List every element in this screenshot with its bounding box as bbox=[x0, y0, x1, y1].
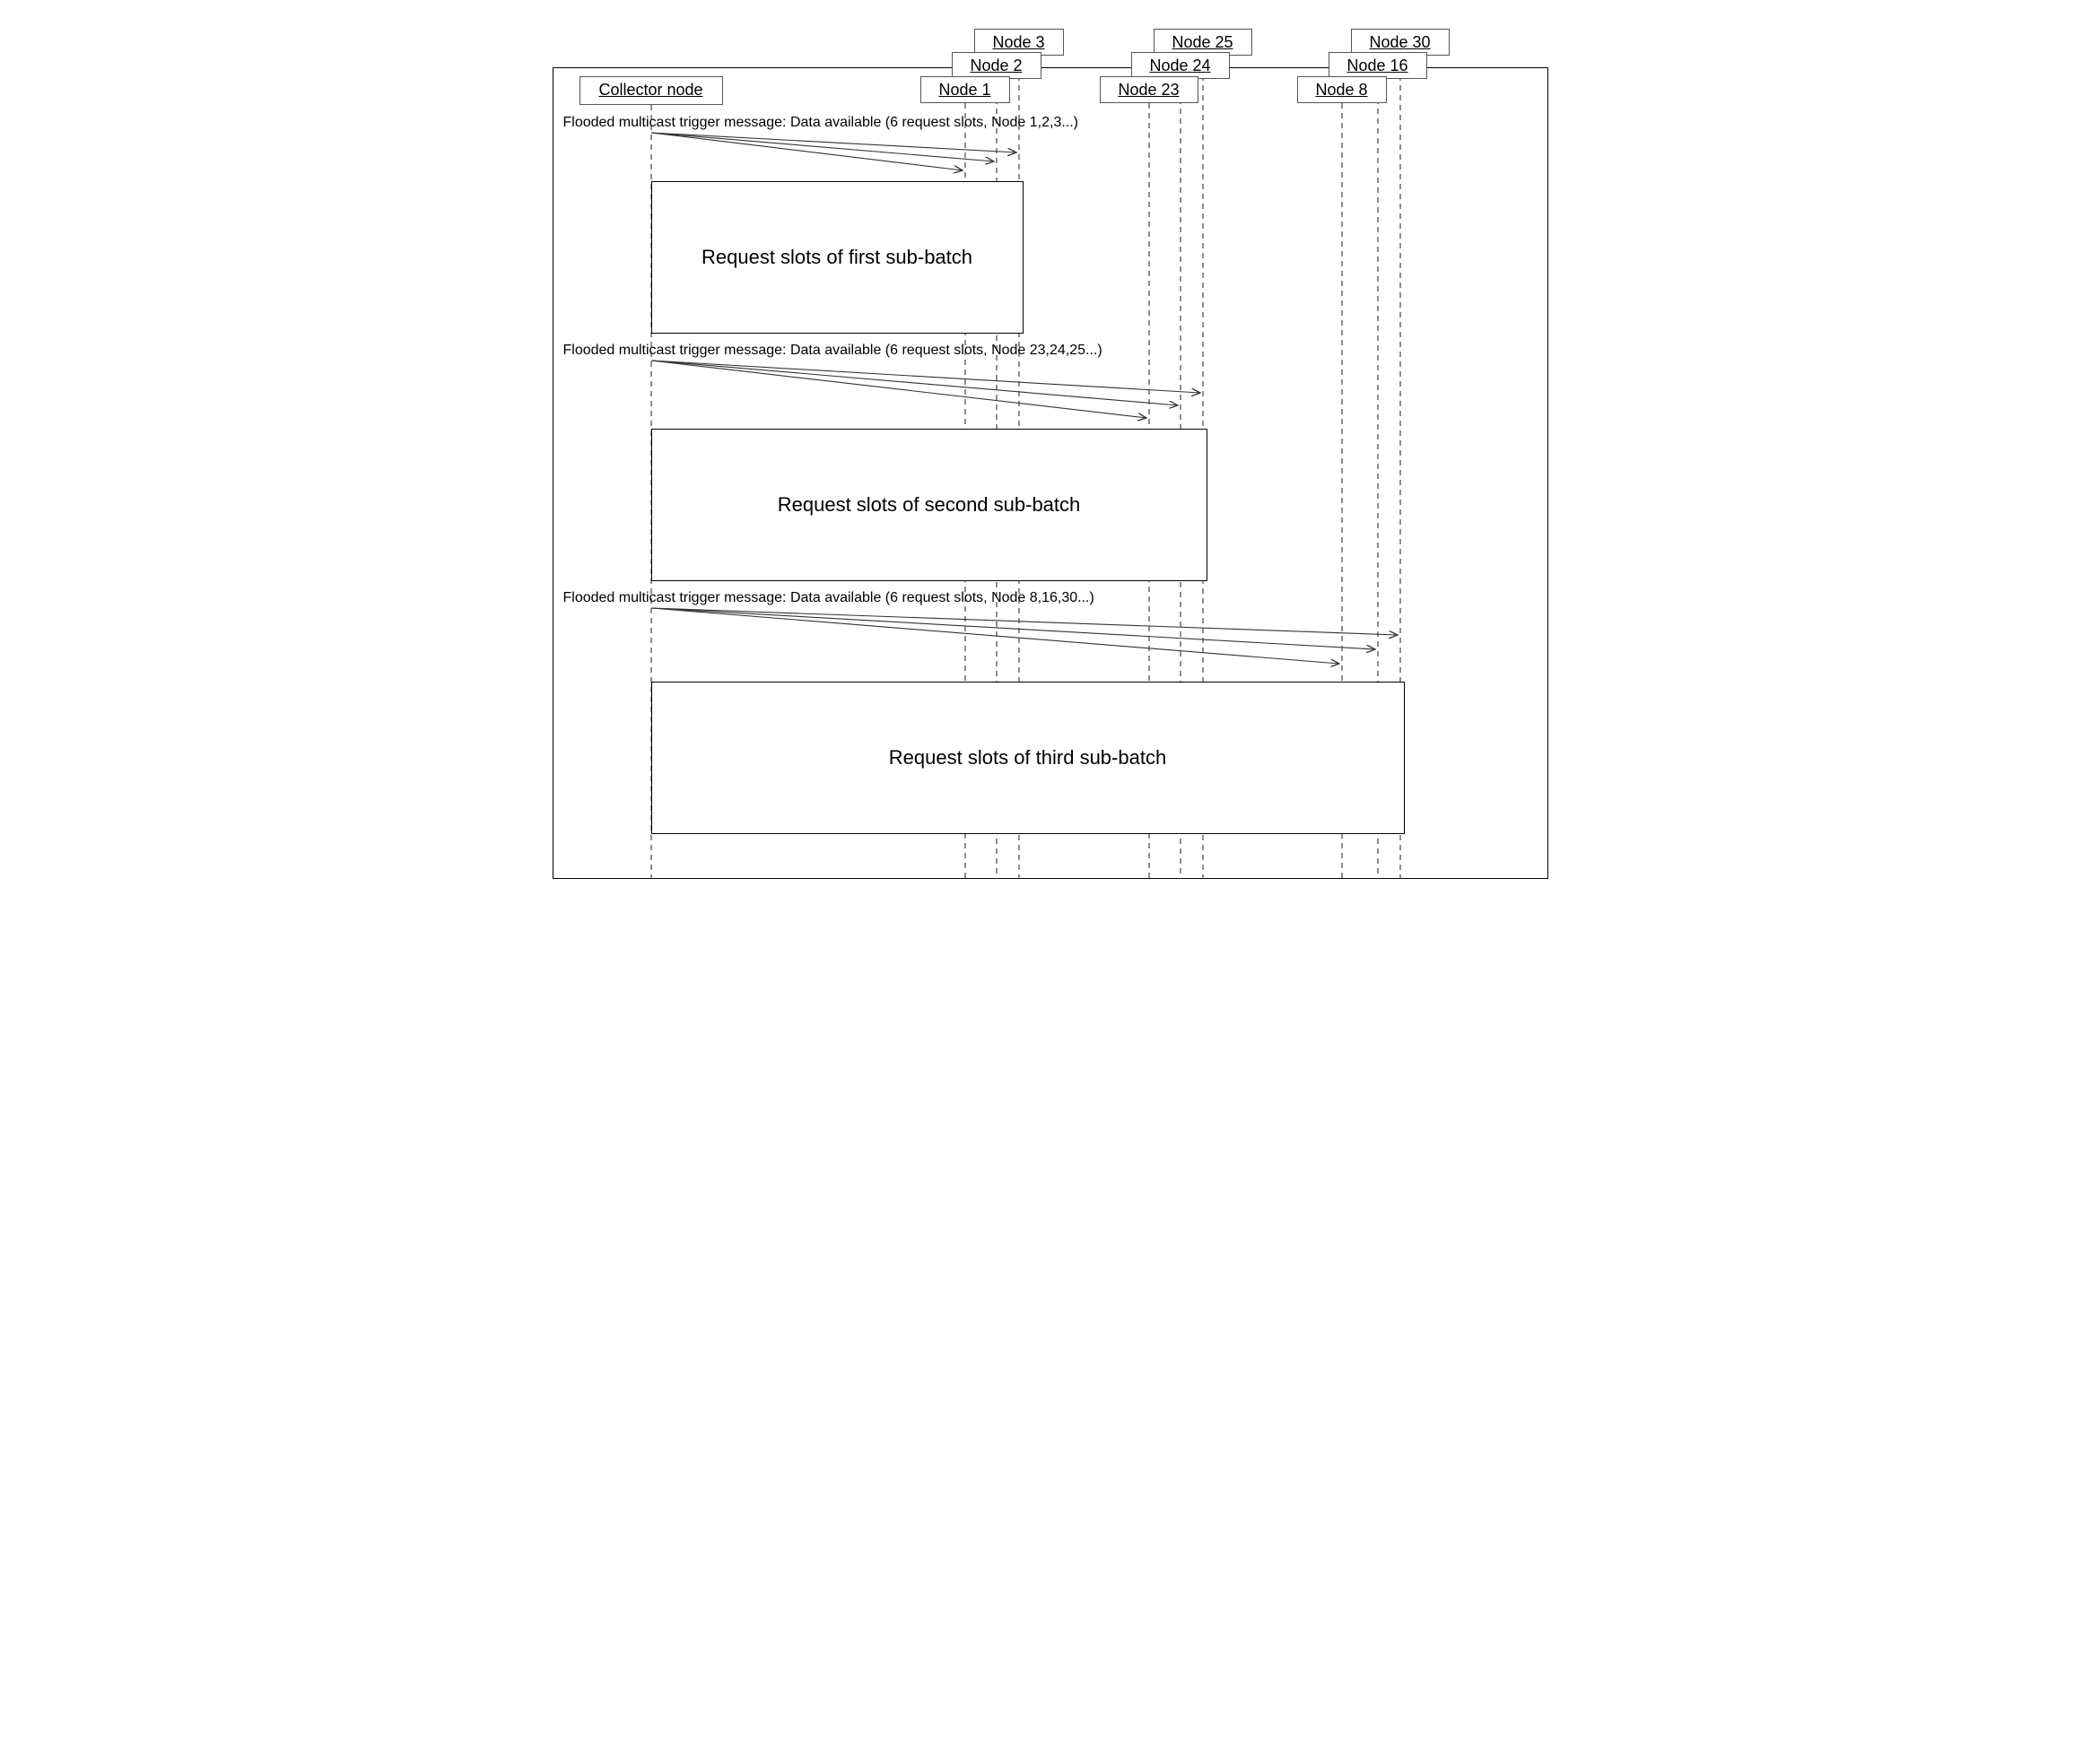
node-box-node2: Node 2 bbox=[952, 52, 1041, 79]
slot-label: Request slots of second sub-batch bbox=[778, 493, 1081, 517]
node-box-node1: Node 1 bbox=[920, 76, 1010, 103]
message-label-2: Flooded multicast trigger message: Data … bbox=[563, 343, 1102, 359]
slot-label: Request slots of third sub-batch bbox=[889, 746, 1166, 770]
node-box-node8: Node 8 bbox=[1297, 76, 1387, 103]
message-label-1: Flooded multicast trigger message: Data … bbox=[563, 115, 1079, 131]
collector-node-box: Collector node bbox=[579, 76, 723, 105]
slot-box-1: Request slots of first sub-batch bbox=[651, 181, 1024, 334]
sequence-diagram: Collector nodeNode 3Node 2Node 1Node 25N… bbox=[526, 18, 1575, 888]
slot-box-3: Request slots of third sub-batch bbox=[651, 682, 1405, 834]
node-box-node16: Node 16 bbox=[1329, 52, 1427, 79]
slot-box-2: Request slots of second sub-batch bbox=[651, 429, 1207, 581]
node-box-node24: Node 24 bbox=[1131, 52, 1230, 79]
message-label-3: Flooded multicast trigger message: Data … bbox=[563, 590, 1094, 606]
node-box-node23: Node 23 bbox=[1100, 76, 1198, 103]
slot-label: Request slots of first sub-batch bbox=[701, 246, 972, 269]
